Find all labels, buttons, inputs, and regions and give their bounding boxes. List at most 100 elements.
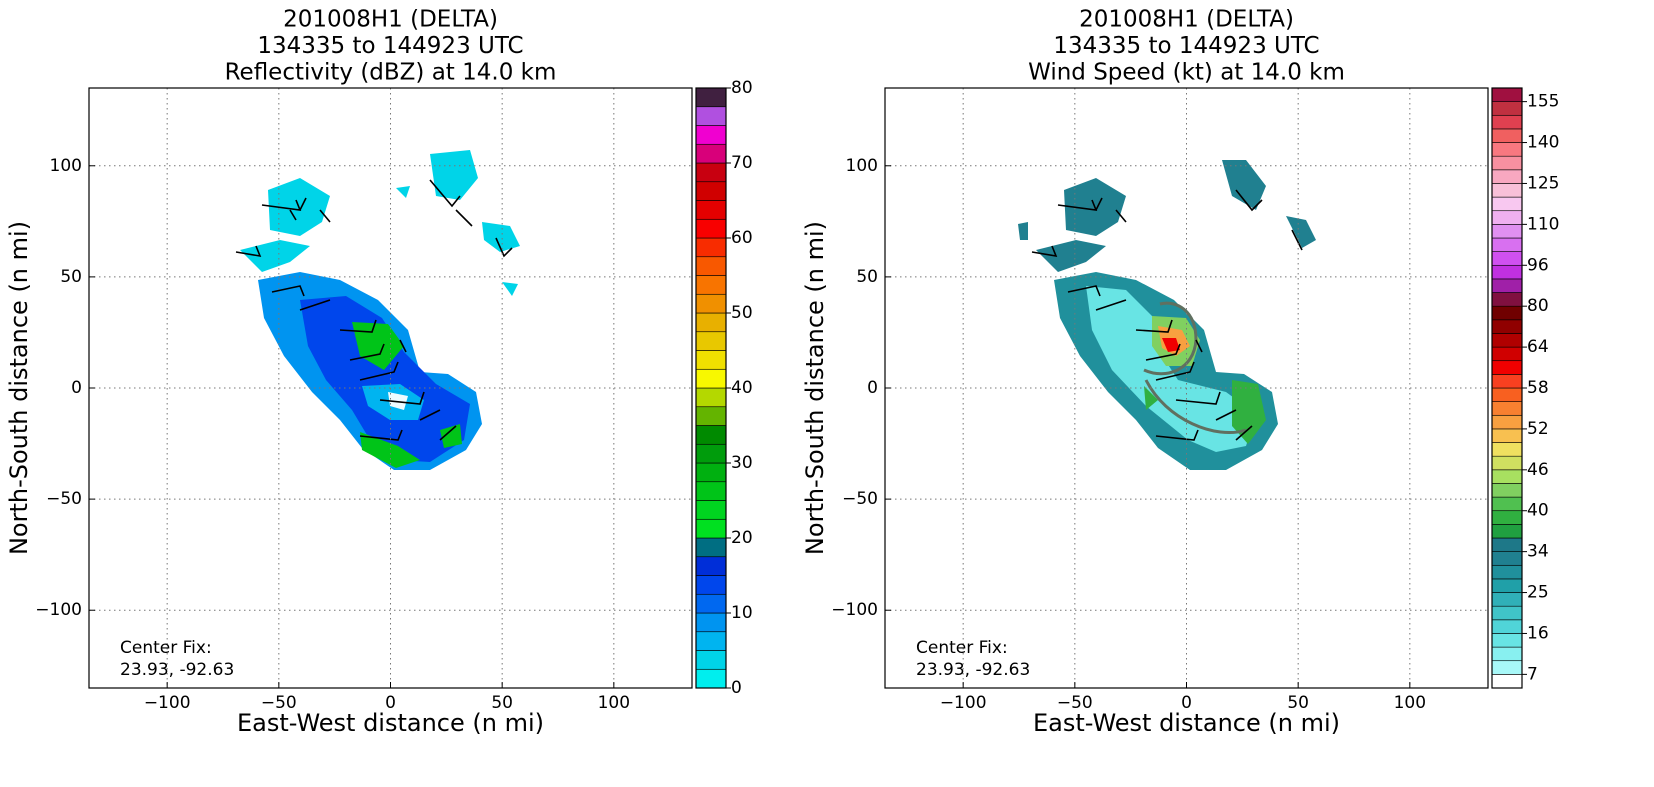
colorbar-cell [1491, 483, 1523, 498]
colorbar-cell [695, 518, 727, 539]
colorbar-cell [695, 293, 727, 314]
colorbar-cell [695, 350, 727, 370]
colorbar-cell [1491, 114, 1523, 130]
y-tick-label: 0 [867, 378, 878, 398]
colorbar-tick-label: 16 [1527, 623, 1549, 643]
colorbar-tick-label: 110 [1527, 214, 1559, 234]
colorbar-cell [1491, 333, 1523, 348]
colorbar-cell [1491, 128, 1523, 143]
x-tick-label: −50 [1057, 693, 1093, 713]
colorbar-tick-label: 58 [1527, 378, 1549, 398]
y-tick-label: −50 [46, 489, 82, 509]
colorbar-cell [1491, 155, 1523, 171]
annotation: 23.93, -92.63 [916, 660, 1030, 680]
chart-title: Wind Speed (kt) at 14.0 km [1028, 60, 1345, 86]
x-tick-label: 100 [1394, 693, 1426, 713]
colorbar-cell [1491, 264, 1523, 280]
colorbar-cell [1491, 251, 1523, 266]
colorbar-tick-label: 50 [731, 303, 753, 323]
colorbar-cell [1491, 196, 1523, 212]
colorbar-cell [695, 631, 727, 651]
colorbar-cell [1491, 224, 1523, 239]
colorbar-cell [695, 256, 727, 276]
colorbar-cell [695, 181, 727, 201]
colorbar-cell [695, 368, 727, 389]
colorbar-cell [1491, 210, 1523, 225]
colorbar-tick-label: 40 [1527, 501, 1549, 521]
colorbar-cell [695, 312, 727, 333]
y-tick-label: −100 [35, 600, 82, 620]
colorbar-cell [1491, 346, 1523, 362]
colorbar-cell [1491, 169, 1523, 184]
colorbar-tick-label: 20 [731, 528, 753, 548]
colorbar-tick-label: 64 [1527, 337, 1549, 357]
colorbar-tick-label: 30 [731, 453, 753, 473]
y-tick-label: 50 [856, 267, 878, 287]
colorbar-cell [1491, 660, 1523, 675]
colorbar-cell [695, 106, 727, 126]
y-tick-label: 100 [50, 156, 82, 176]
colorbar-cell [695, 143, 727, 164]
colorbar-cell [1491, 87, 1523, 102]
x-tick-label: 50 [1287, 693, 1309, 713]
colorbar-cell [1491, 469, 1523, 484]
chart-title: 201008H1 (DELTA) [283, 7, 498, 33]
colorbar-tick-label: 25 [1527, 583, 1549, 603]
colorbar-cell [695, 275, 727, 295]
chart-title: 134335 to 144923 UTC [257, 33, 523, 59]
colorbar-tick-label: 96 [1527, 255, 1549, 275]
colorbar-cell [1491, 564, 1523, 580]
colorbar-cell [695, 162, 727, 183]
colorbar-cell [1491, 578, 1523, 593]
colorbar-cell [695, 537, 727, 558]
colorbar-cell [695, 462, 727, 483]
wind-field [1018, 160, 1316, 470]
colorbar-tick-label: 0 [731, 678, 742, 698]
x-tick-label: −100 [144, 693, 191, 713]
colorbar-cell [695, 612, 727, 633]
colorbar-cell [1491, 442, 1523, 457]
y-tick-label: −50 [842, 489, 878, 509]
y-tick-label: 0 [71, 378, 82, 398]
colorbar-cell [1491, 319, 1523, 334]
colorbar-cell [1491, 619, 1523, 634]
colorbar-tick-label: 7 [1527, 664, 1538, 684]
x-axis-label: East-West distance (n mi) [237, 709, 544, 737]
colorbar-cell [1491, 674, 1523, 689]
y-tick-label: 100 [846, 156, 878, 176]
colorbar-tick-label: 60 [731, 228, 753, 248]
colorbar-tick-label: 125 [1527, 173, 1559, 193]
colorbar-cell [1491, 237, 1523, 252]
colorbar-cell [695, 575, 727, 595]
x-tick-label: −100 [940, 693, 987, 713]
y-tick-label: −100 [831, 600, 878, 620]
colorbar-cell [1491, 428, 1523, 443]
colorbar-cell [695, 500, 727, 520]
x-tick-label: 0 [1181, 693, 1192, 713]
colorbar-cell [1491, 537, 1523, 552]
x-tick-label: −50 [261, 693, 297, 713]
colorbar-cell [695, 331, 727, 351]
colorbar-tick-label: 34 [1527, 542, 1549, 562]
annotation: 23.93, -92.63 [120, 660, 234, 680]
x-tick-label: 100 [598, 693, 630, 713]
colorbar-cell [1491, 496, 1523, 512]
colorbar-cell [1491, 360, 1523, 375]
colorbar-cell [1491, 455, 1523, 471]
colorbar-cell [1491, 101, 1523, 116]
colorbar-cell [695, 125, 727, 145]
colorbar-cell [695, 200, 727, 220]
colorbar-cell [695, 237, 727, 258]
plot-frame [884, 87, 1489, 689]
y-axis-label: North-South distance (n mi) [5, 221, 33, 555]
colorbar-cell [695, 387, 727, 408]
colorbar-cell [695, 406, 727, 426]
colorbar-tick-label: 80 [731, 78, 753, 98]
colorbar-cell [1491, 524, 1523, 539]
colorbar-cell [1491, 387, 1523, 402]
colorbar-cell [1491, 592, 1523, 607]
plot-frame [88, 87, 693, 689]
chart-title: Reflectivity (dBZ) at 14.0 km [225, 60, 557, 86]
colorbar-cell [1491, 374, 1523, 389]
